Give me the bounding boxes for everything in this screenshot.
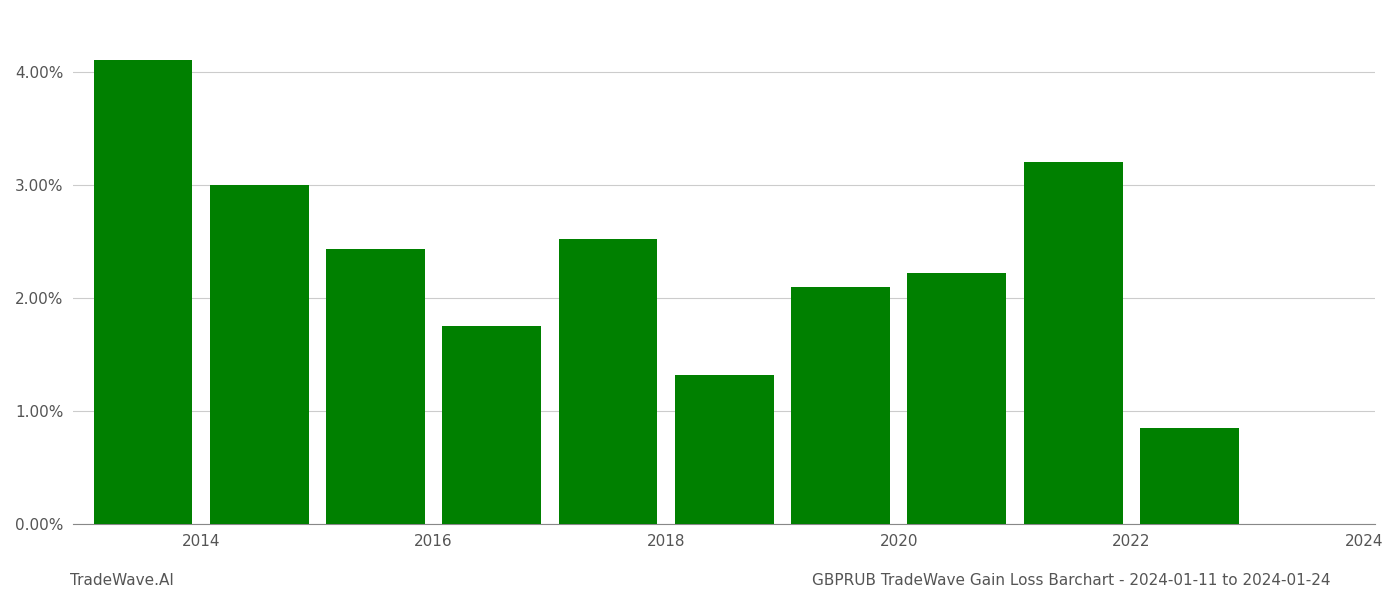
Text: TradeWave.AI: TradeWave.AI <box>70 573 174 588</box>
Bar <box>1023 162 1123 524</box>
Bar <box>442 326 542 524</box>
Bar <box>326 249 426 524</box>
Bar <box>94 60 192 524</box>
Bar <box>791 287 890 524</box>
Bar <box>210 185 308 524</box>
Bar <box>675 375 774 524</box>
Bar <box>907 273 1007 524</box>
Text: GBPRUB TradeWave Gain Loss Barchart - 2024-01-11 to 2024-01-24: GBPRUB TradeWave Gain Loss Barchart - 20… <box>812 573 1330 588</box>
Bar <box>559 239 658 524</box>
Bar <box>1140 428 1239 524</box>
